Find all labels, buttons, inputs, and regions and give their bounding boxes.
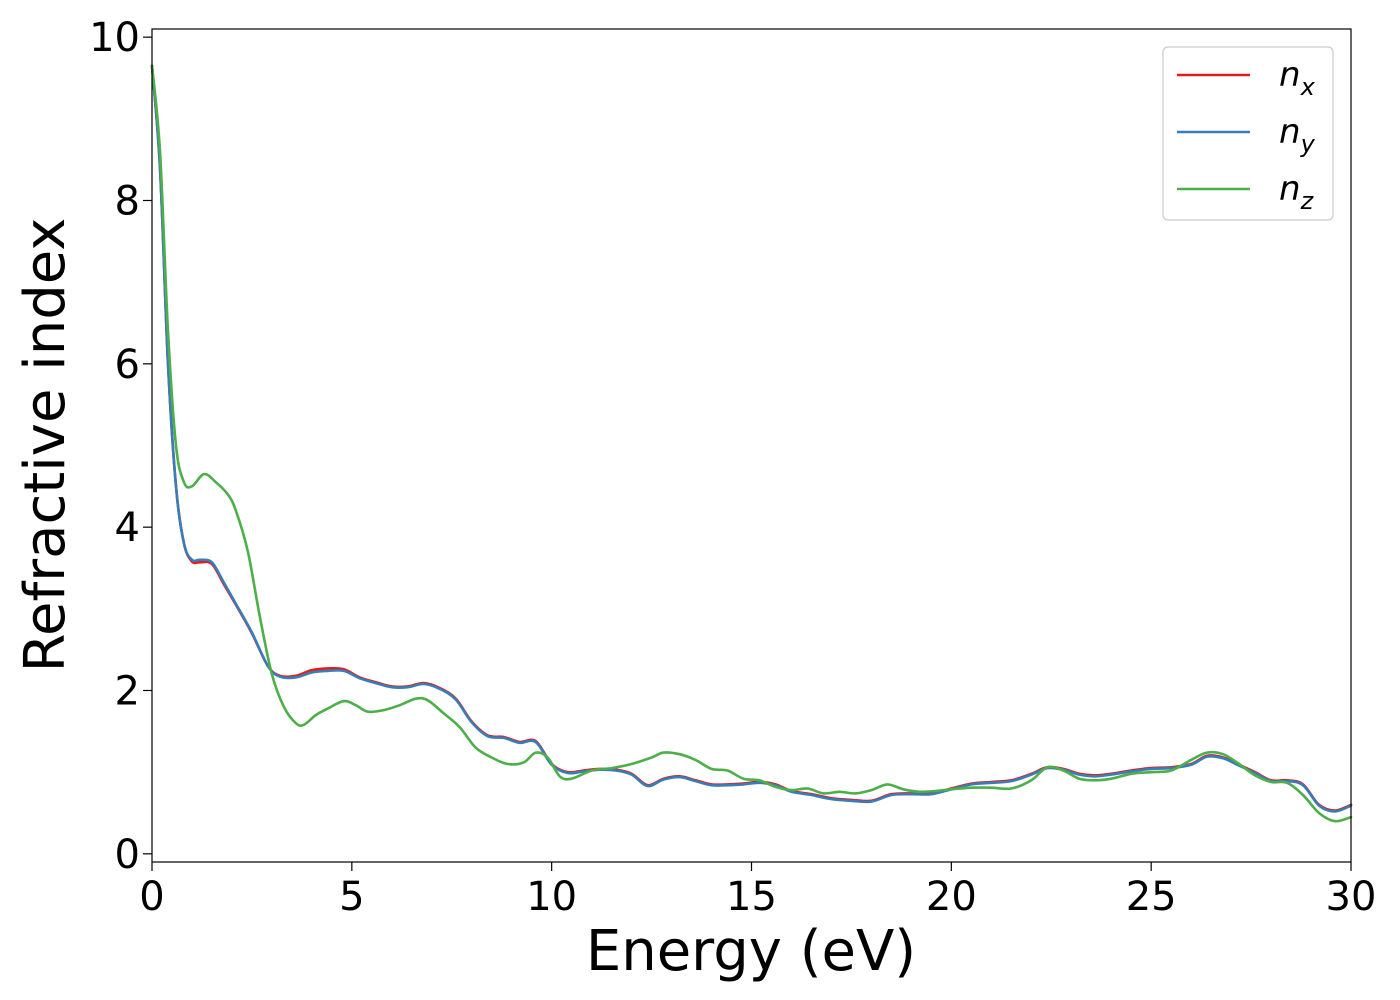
- y-tick-label: 10: [89, 15, 140, 61]
- series-line-nz: [150, 64, 1353, 823]
- x-tick-label: 10: [526, 874, 577, 920]
- x-tick-label: 0: [139, 874, 164, 920]
- series-layer: [150, 64, 1353, 823]
- y-axis-title: Refractive index: [13, 218, 78, 673]
- y-tick-label: 2: [115, 669, 140, 715]
- legend-box: [1162, 46, 1334, 221]
- y-tick-label: 4: [115, 505, 140, 551]
- x-axis: 0 5 10 15 20 25 30: [139, 862, 1376, 920]
- x-tick-label: 30: [1326, 874, 1377, 920]
- x-tick-label: 15: [726, 874, 777, 920]
- x-tick-label: 25: [1126, 874, 1177, 920]
- y-tick-label: 0: [115, 832, 140, 878]
- x-tick-label: 5: [339, 874, 364, 920]
- x-axis-title: Energy (eV): [586, 919, 916, 984]
- x-tick-label: 20: [926, 874, 977, 920]
- y-axis: 0 2 4 6 8 10: [89, 15, 152, 878]
- y-tick-label: 8: [115, 179, 140, 225]
- y-tick-label: 6: [115, 342, 140, 388]
